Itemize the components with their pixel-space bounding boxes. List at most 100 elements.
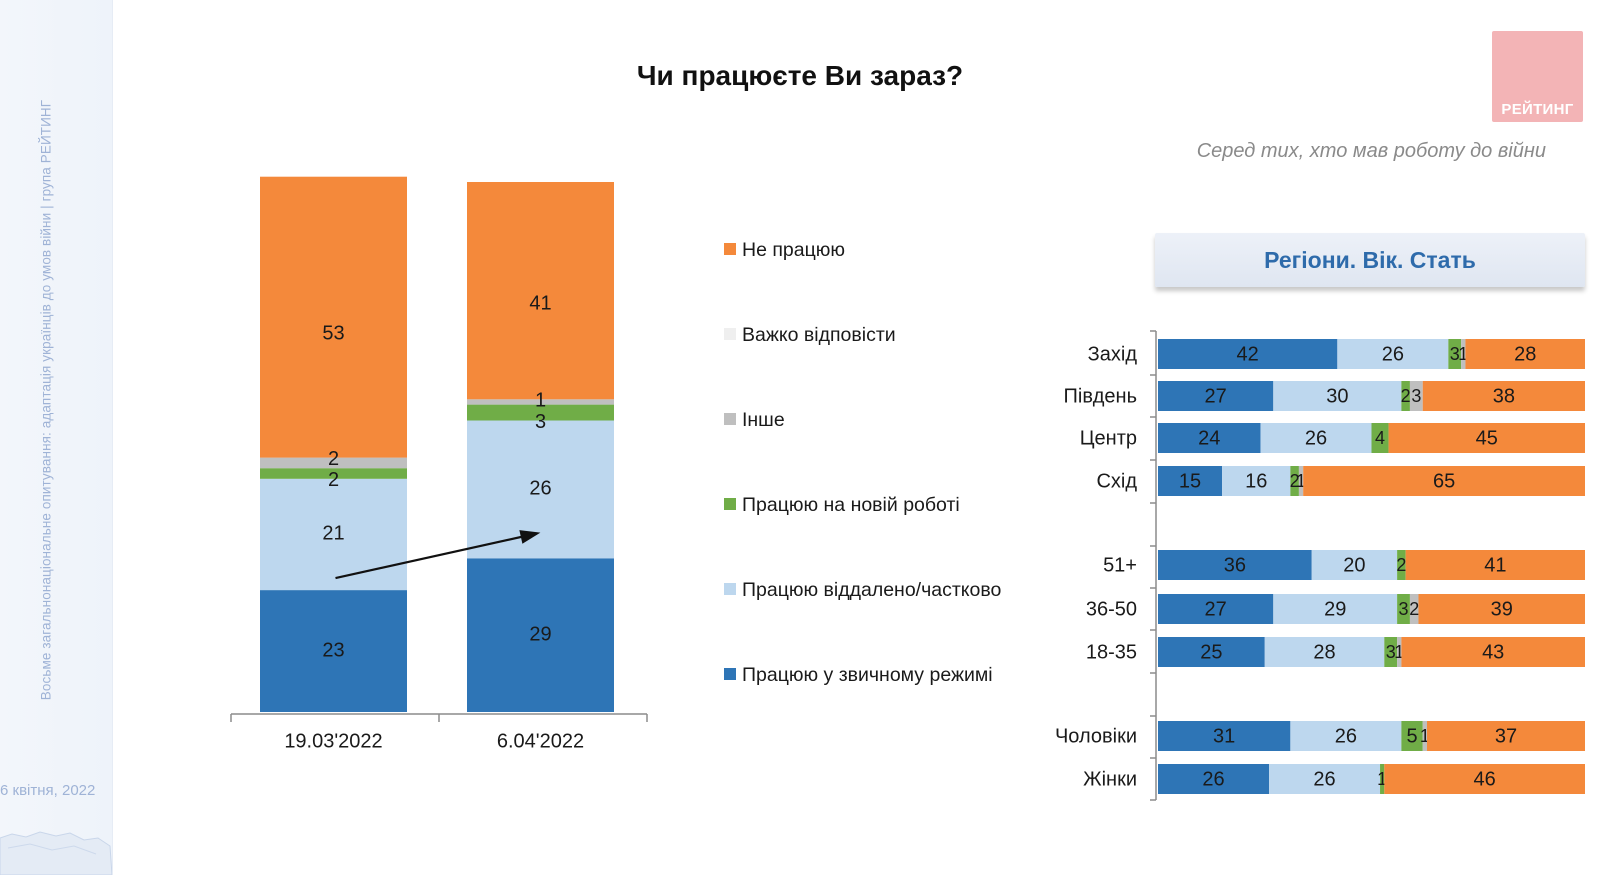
hbar-segment-new-job [1448, 339, 1462, 369]
column-data-label: 53 [322, 322, 344, 344]
column-segment-remote [467, 420, 614, 559]
page-title: Чи працюєте Ви зараз? [636, 60, 964, 91]
hbar-data-label: 2 [1401, 386, 1411, 406]
legend-label: Працюю віддалено/частково [742, 579, 1002, 601]
hbar-segment-other [1397, 637, 1402, 667]
region-age-gender-header: Регіони. Вік. Стать [1155, 233, 1585, 287]
legend-label: Не працюю [742, 239, 846, 261]
legend-label: Працюю у звичному режимі [742, 664, 993, 686]
legend-swatch [724, 243, 736, 255]
logo-text: РЕЙТИНГ [1501, 101, 1574, 118]
hbar-data-label: 37 [1495, 725, 1517, 747]
rating-logo: РЕЙТИНГ [1492, 31, 1583, 122]
subtitle: Серед тих, хто мав роботу до війни [1196, 140, 1546, 162]
hbar-segment-other [1409, 594, 1419, 624]
hbar-data-label: 5 [1407, 725, 1418, 747]
hbar-data-label: 26 [1305, 427, 1327, 449]
hbar-segment-not-working [1405, 550, 1585, 580]
legend-item-new-job: Працюю на новій роботі [724, 494, 960, 517]
row-label: 18-35 [1086, 641, 1137, 663]
trend-arrow-line [335, 532, 537, 580]
hbar-segment-not-working [1384, 764, 1585, 794]
hbar-segment-new-job [1371, 423, 1389, 453]
legend-swatch [724, 668, 736, 680]
hbar-data-label: 1 [1296, 471, 1306, 491]
hbar-data-label: 2 [1409, 599, 1419, 619]
hbar-segment-new-job [1380, 764, 1385, 794]
ukraine-map-icon [0, 831, 112, 875]
row-label: Центр [1080, 427, 1137, 449]
hbar-data-label: 26 [1313, 768, 1335, 790]
hbar-segment-normal [1158, 423, 1261, 453]
hbar-data-label: 15 [1179, 470, 1201, 492]
hbar-data-label: 46 [1474, 768, 1496, 790]
x-axis-tick-label: 19.03'2022 [284, 730, 382, 752]
hbar-segment-remote [1264, 637, 1385, 667]
legend-swatch [724, 413, 736, 425]
hbar-data-label: 27 [1205, 598, 1227, 620]
hbar-data-label: 45 [1476, 427, 1498, 449]
hbar-segment-other [1461, 339, 1466, 369]
hbar-data-label: 26 [1335, 725, 1357, 747]
hbar-segment-remote [1311, 550, 1398, 580]
hbar-data-label: 3 [1411, 386, 1421, 406]
column-segment-not-working [467, 182, 614, 400]
hbar-segment-not-working [1303, 466, 1585, 496]
hbar-data-label: 1 [1394, 642, 1404, 662]
hbar-data-label: 26 [1202, 768, 1224, 790]
legend-item-hard-to-answer: Важко відповісти [724, 324, 896, 347]
hbar-segment-remote [1222, 466, 1291, 496]
hbar-data-label: 31 [1213, 725, 1235, 747]
hbar-data-label: 39 [1491, 598, 1513, 620]
hbar-segment-other [1422, 721, 1428, 751]
hbar-data-label: 30 [1326, 385, 1348, 407]
column-segment-normal [260, 590, 407, 712]
hbar-data-label: 1 [1458, 344, 1468, 364]
legend-label: Працюю на новій роботі [742, 494, 960, 516]
hbar-data-label: 20 [1343, 554, 1365, 576]
sidebar-date: 6 квітня, 2022 [0, 782, 96, 799]
hbar-segment-not-working [1401, 637, 1585, 667]
hbar-segment-new-job [1397, 594, 1410, 624]
hbar-data-label: 24 [1198, 427, 1220, 449]
hbar-segment-normal [1158, 381, 1274, 411]
x-axis-tick-label: 6.04'2022 [497, 730, 584, 752]
hbar-data-label: 29 [1324, 598, 1346, 620]
hbar-segment-remote [1269, 764, 1381, 794]
legend-swatch [724, 328, 736, 340]
hbar-data-label: 3 [1386, 642, 1396, 662]
hbar-data-label: 41 [1484, 554, 1506, 576]
hbar-segment-new-job [1401, 721, 1423, 751]
column-data-label: 21 [322, 523, 344, 545]
row-label: 36-50 [1086, 598, 1137, 620]
hbar-data-label: 2 [1396, 555, 1406, 575]
column-data-label: 41 [529, 292, 551, 314]
hbar-segment-normal [1158, 764, 1270, 794]
hbar-segment-normal [1158, 550, 1312, 580]
row-label: Південь [1064, 385, 1137, 407]
hbar-segment-not-working [1465, 339, 1585, 369]
legend-item-other: Інше [724, 409, 785, 432]
hbar-segment-remote [1273, 594, 1398, 624]
legend-swatch [724, 498, 736, 510]
stacked-column-chart: 23 21 22 53 19.03'2022 29 26 31 41 6.04'2022 [230, 176, 648, 752]
hbar-data-label: 2 [1290, 471, 1300, 491]
hbar-data-label: 16 [1245, 470, 1267, 492]
hbar-segment-new-job [1290, 466, 1299, 496]
sidebar: Восьме загальнонаціональне опитування: а… [0, 0, 113, 875]
hbar-segment-normal [1158, 637, 1265, 667]
legend-label: Важко відповісти [742, 324, 896, 346]
column-data-label: 29 [529, 623, 551, 645]
hbar-segment-normal [1158, 466, 1223, 496]
legend-label: Інше [742, 409, 785, 431]
column-segment-normal [467, 558, 614, 712]
hbar-data-label: 43 [1482, 641, 1504, 663]
legend-swatch [724, 583, 736, 595]
column-data-label: 1 [535, 390, 546, 412]
column-segment-remote [260, 478, 407, 591]
hbar-segment-remote [1260, 423, 1372, 453]
hbar-data-label: 3 [1399, 599, 1409, 619]
hbar-segment-not-working [1418, 594, 1585, 624]
hbar-data-label: 4 [1375, 428, 1385, 448]
